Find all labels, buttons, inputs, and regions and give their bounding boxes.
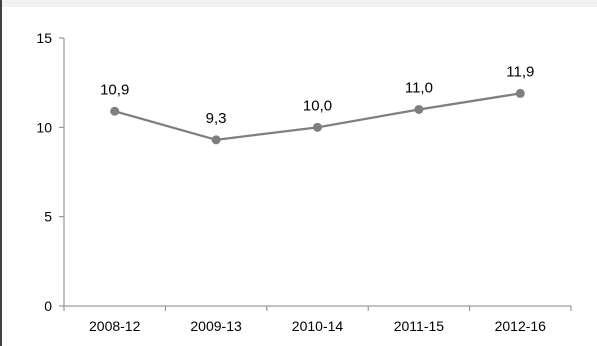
y-tick-label: 0 — [44, 298, 52, 314]
y-tick-label: 5 — [44, 209, 52, 225]
data-label: 9,3 — [206, 110, 227, 127]
y-tick-label: 15 — [36, 30, 52, 46]
x-tick-label: 2008-12 — [89, 318, 141, 334]
data-label: 10,9 — [100, 81, 129, 98]
axes — [63, 38, 571, 307]
x-tick-label: 2012-16 — [495, 318, 547, 334]
y-tick-label: 10 — [36, 119, 52, 135]
y-axis-ticks: 0 5 10 15 — [36, 30, 64, 314]
data-label: 10,0 — [303, 97, 332, 114]
data-label: 11,0 — [405, 79, 433, 96]
data-point — [414, 104, 424, 114]
data-label: 11,9 — [506, 63, 534, 80]
x-axis-ticks: 2008-12 2009-13 2010-14 2011-15 2012-16 — [63, 306, 572, 334]
data-labels: 10,9 9,3 10,0 11,0 11,9 — [100, 63, 534, 126]
x-tick-label: 2009-13 — [190, 318, 242, 334]
data-point — [211, 135, 221, 145]
frame-top-band — [0, 0, 597, 7]
data-point — [110, 106, 120, 116]
data-point — [515, 88, 525, 98]
series-group — [110, 88, 525, 145]
frame-left-edge — [0, 0, 2, 346]
data-point — [313, 122, 322, 132]
x-tick-label: 2010-14 — [292, 318, 344, 334]
x-tick-label: 2011-15 — [394, 318, 445, 334]
